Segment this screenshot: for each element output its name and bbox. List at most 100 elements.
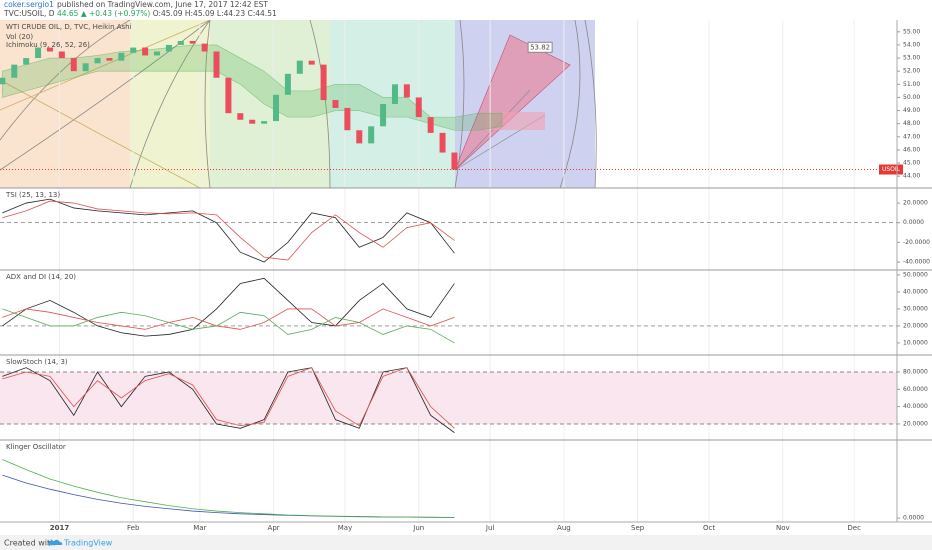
x-tick-label: May xyxy=(338,524,352,532)
x-tick-label: Feb xyxy=(127,524,140,532)
last: 44.65 xyxy=(57,9,79,18)
y-tick-label: 0.0000 xyxy=(903,219,924,226)
candle xyxy=(189,41,196,44)
band xyxy=(0,371,897,424)
symbol: TVC:USOIL, D xyxy=(3,9,55,18)
candle xyxy=(237,113,244,120)
candle xyxy=(403,84,410,98)
x-tick-label: Oct xyxy=(703,524,715,532)
candle xyxy=(11,64,18,78)
fan-line xyxy=(0,20,211,188)
series-line xyxy=(2,200,455,261)
candle xyxy=(118,52,125,61)
y-tick-label: 80.0000 xyxy=(903,368,928,375)
change: ▲ +0.43 (+0.97%) xyxy=(81,9,151,18)
series-line xyxy=(2,198,455,263)
candle xyxy=(0,77,6,85)
price-tag-label: USOIL xyxy=(882,166,901,173)
series-line xyxy=(2,474,455,518)
y-tick-label: 49.00 xyxy=(903,107,920,114)
candle xyxy=(415,97,422,118)
candle xyxy=(154,51,161,56)
series-line xyxy=(2,367,455,433)
candle xyxy=(201,43,208,52)
candle xyxy=(46,47,53,52)
candle xyxy=(273,94,279,122)
series-line xyxy=(2,367,455,429)
y-tick-label: 10.0000 xyxy=(903,339,928,346)
series-line xyxy=(2,459,455,518)
box xyxy=(485,112,545,130)
x-tick-label: Nov xyxy=(776,524,790,532)
x-tick-label: Sep xyxy=(631,524,645,532)
x-tick-label: Jul xyxy=(485,524,495,532)
annotation-box xyxy=(527,41,553,53)
candle xyxy=(332,100,339,108)
published: published on TradingView.com, June 17, 2… xyxy=(57,0,268,9)
created-with: Created with xyxy=(4,539,55,548)
candle xyxy=(23,58,30,65)
candle xyxy=(320,64,327,101)
y-tick-label: 53.00 xyxy=(903,55,920,62)
symbol-line: TVC:USOIL, D 44.65 ▲ +0.43 (+0.97%) O:45… xyxy=(3,9,277,18)
x-tick-label: Aug xyxy=(557,524,571,532)
y-tick-label: 55.00 xyxy=(903,28,920,35)
candle xyxy=(249,119,256,124)
candle xyxy=(391,84,398,104)
pane-title: WTI CRUDE OIL, D, TVC, Heikin Ashi xyxy=(6,23,132,31)
pane-title: SlowStoch (14, 3) xyxy=(6,358,68,366)
candle xyxy=(82,63,89,72)
candle xyxy=(368,126,375,144)
candle xyxy=(35,47,42,59)
x-tick-label: Dec xyxy=(847,524,861,532)
ohlc: C:44.51 xyxy=(248,9,277,18)
y-tick-label: 60.0000 xyxy=(903,386,928,393)
candle xyxy=(356,130,363,144)
price-tag xyxy=(879,164,903,175)
candle xyxy=(344,107,351,131)
y-tick-label: 47.00 xyxy=(903,133,920,140)
candle xyxy=(308,60,315,65)
candle xyxy=(427,117,434,133)
candle xyxy=(261,121,268,124)
ohlc: L:44.23 xyxy=(217,9,245,18)
y-tick-label: -40.0000 xyxy=(903,259,930,266)
y-tick-label: 46.00 xyxy=(903,146,920,153)
y-tick-label: 0.0000 xyxy=(903,515,924,522)
series-line xyxy=(2,277,455,337)
candle xyxy=(380,104,387,127)
band xyxy=(0,20,130,188)
y-tick-label: -20.0000 xyxy=(903,239,930,246)
author[interactable]: coker.sergio1 xyxy=(4,0,54,9)
candle xyxy=(142,47,149,56)
candle xyxy=(284,73,291,95)
logo[interactable] xyxy=(47,539,63,545)
candle xyxy=(130,47,137,53)
candle xyxy=(165,44,172,52)
y-tick-label: 50.0000 xyxy=(903,271,928,278)
series-line xyxy=(2,308,455,344)
candle xyxy=(225,77,232,114)
y-tick-label: 44.00 xyxy=(903,173,920,180)
y-tick-label: 40.0000 xyxy=(903,403,928,410)
candle xyxy=(106,58,113,61)
x-tick-label: Jun xyxy=(412,524,424,532)
candle xyxy=(70,58,77,72)
y-tick-label: 20.0000 xyxy=(903,420,928,427)
candle xyxy=(296,60,303,74)
y-tick-label: 20.0000 xyxy=(903,200,928,207)
x-tick-label: 2017 xyxy=(50,524,70,532)
y-tick-label: 20.0000 xyxy=(903,322,928,329)
y-tick-label: 30.0000 xyxy=(903,305,928,312)
candle xyxy=(94,58,101,64)
drawing-tools xyxy=(0,20,597,188)
y-tick-label: 50.00 xyxy=(903,94,920,101)
brand[interactable]: TradingView xyxy=(63,539,113,548)
annotation: 53.82 xyxy=(530,43,550,51)
study-label: Vol (20) xyxy=(6,33,33,41)
x-tick-label: Mar xyxy=(193,524,206,532)
x-tick-label: Apr xyxy=(268,524,280,532)
pane-title: TSI (25, 13, 13) xyxy=(5,191,60,199)
y-tick-label: 45.00 xyxy=(903,160,920,167)
